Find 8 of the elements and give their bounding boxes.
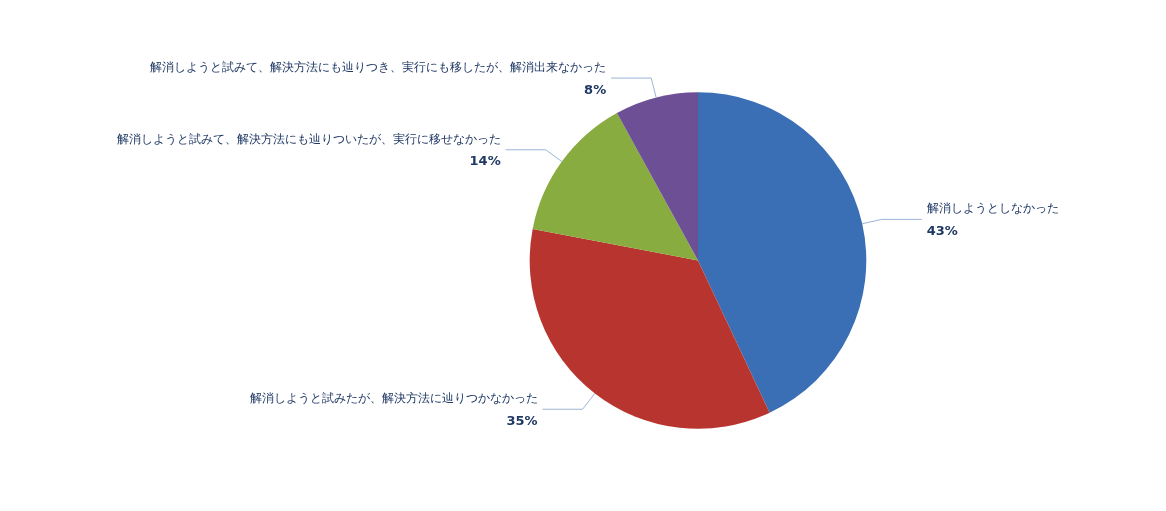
data-label: 8% [584, 81, 607, 97]
slice-label: 解消しようとしなかった [926, 201, 1059, 216]
data-label: 14% [469, 153, 501, 169]
data-label: 43% [926, 222, 958, 238]
data-label: 35% [506, 412, 538, 428]
slice-label: 解消しようと試みて、解決方法にも辿りついたが、実行に移せなかった [116, 131, 501, 146]
slice-label: 解消しようと試みて、解決方法にも辿りつき、実行にも移したが、解消出来なかった [150, 60, 607, 75]
slice-label: 解消しようと試みたが、解決方法に辿りつかなかった [249, 391, 538, 406]
